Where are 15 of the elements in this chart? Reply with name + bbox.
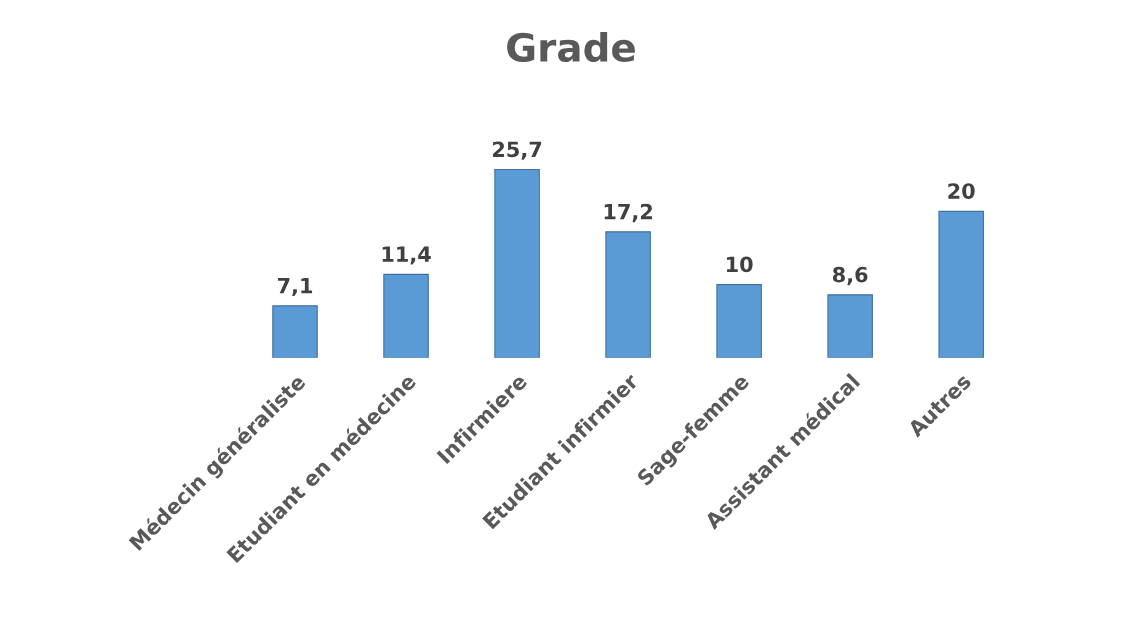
data-label: 10 xyxy=(726,256,753,273)
bar xyxy=(605,231,651,358)
data-label: 20 xyxy=(948,183,975,199)
bar xyxy=(383,273,429,358)
data-label: 25,7 xyxy=(493,141,542,160)
bar xyxy=(938,210,984,358)
bar xyxy=(827,294,873,358)
bar xyxy=(716,284,762,358)
data-label: 17,2 xyxy=(604,203,652,223)
data-label: 7,1 xyxy=(277,277,313,297)
bar xyxy=(494,169,540,358)
data-label: 8,6 xyxy=(832,266,868,286)
data-label: 11,4 xyxy=(382,246,431,265)
chart-title: Grade xyxy=(507,31,635,63)
bar xyxy=(272,305,318,358)
